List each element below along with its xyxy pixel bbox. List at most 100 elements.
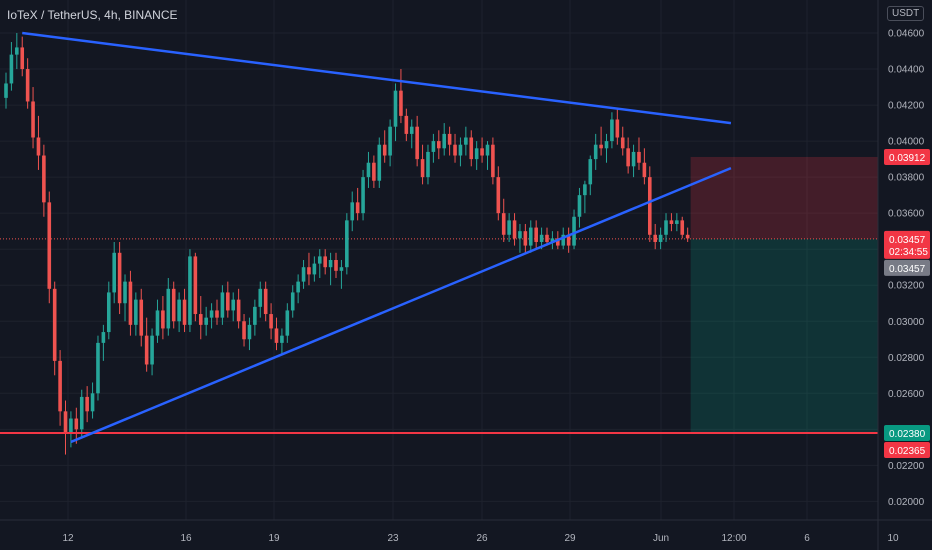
candle-body [431,141,436,152]
candle-body [507,220,511,235]
y-tick-label: 0.04000 [888,137,925,148]
candle-body [420,159,425,178]
take-profit-zone[interactable] [690,238,878,433]
drawings[interactable] [0,31,878,444]
candle-body [280,335,284,343]
candle-body [350,202,355,221]
candle-body [615,119,620,138]
candle-body [345,220,349,268]
price-label: 0.03912 [884,148,930,165]
candle-body [204,317,208,325]
candle-body [518,231,522,239]
candle-body [496,177,501,214]
candle-body [150,335,154,365]
currency-button[interactable]: USDT [887,6,925,21]
candle-body [96,342,100,394]
candle-body [377,144,382,181]
price-label-text: 0.03457 [889,264,926,275]
candle-body [253,306,257,325]
upper-resistance-trendline[interactable] [22,31,732,125]
candle-body [680,220,685,235]
candle-body [442,133,447,149]
candle-body [74,418,79,430]
candle-body [31,101,35,138]
stop-loss-zone[interactable] [690,156,878,239]
candle-body [528,227,533,246]
y-tick-label: 0.04200 [888,101,925,112]
candle-body [90,393,95,412]
candle-body [556,238,560,246]
candle-body [664,220,668,235]
candle-body [675,220,679,224]
y-tick-label: 0.02800 [888,353,925,364]
time-axis[interactable]: 12 16 19 23 26 29 Jun 12:00 6 10 [0,519,932,544]
candle-body [453,144,457,156]
candle-body [334,260,338,271]
candle-body [317,256,322,264]
price-label-text: 0.02365 [889,446,926,457]
candle-body [161,310,165,329]
candle-body [393,90,398,127]
candle-body [637,151,641,163]
candle-body [112,252,116,293]
candle-body [647,177,652,235]
candle-body [177,299,181,322]
y-tick-label: 0.02600 [888,389,925,400]
candle-body [658,234,663,242]
candle-body [399,90,403,116]
candle-body [577,195,582,217]
candle-body [464,137,468,145]
candle-body [296,281,300,293]
candle-body [669,220,674,224]
candle-body [426,151,430,178]
candle-body [588,159,593,185]
candle-body [593,144,598,160]
candle-body [209,310,214,318]
candle-body [4,83,8,98]
price-label-bg [884,259,930,276]
price-label-bg [884,148,930,165]
candle-body [474,148,479,160]
candle-body [583,184,587,196]
price-label-bg [884,230,930,259]
y-tick-label: 0.03600 [888,209,925,220]
candle-body [166,288,171,329]
candle-body [328,260,333,268]
candle-body [236,299,241,322]
candle-body [52,288,57,361]
x-tick-label: 26 [476,533,488,544]
candle-body [274,328,279,343]
candle-body [323,256,327,268]
candle-body [247,324,252,340]
candle-body [469,137,474,160]
candles [4,33,690,455]
candle-body [117,252,122,304]
candle-body [642,162,647,178]
candle-body [58,360,62,412]
y-tick-label: 0.02000 [888,497,925,508]
candle-body [604,141,609,149]
countdown-text: 02:34:55 [889,247,928,258]
candle-body [566,234,571,246]
x-tick-label: 16 [180,533,192,544]
candle-body [339,267,344,271]
candle-body [47,202,52,289]
candle-body [123,281,127,304]
price-label-text: 0.02380 [889,429,926,440]
candle-body [361,177,365,214]
candle-body [144,335,149,365]
candle-body [220,292,225,318]
x-tick-label: 6 [804,533,810,544]
x-tick-label: 10 [887,533,899,544]
y-tick-label: 0.03200 [888,281,925,292]
candle-body [626,148,630,167]
price-label: 0.03457 [884,259,930,276]
candle-body [415,126,419,160]
lower-support-trendline[interactable] [70,166,732,444]
price-label: 0.02365 [884,441,930,458]
candle-body [85,396,89,412]
